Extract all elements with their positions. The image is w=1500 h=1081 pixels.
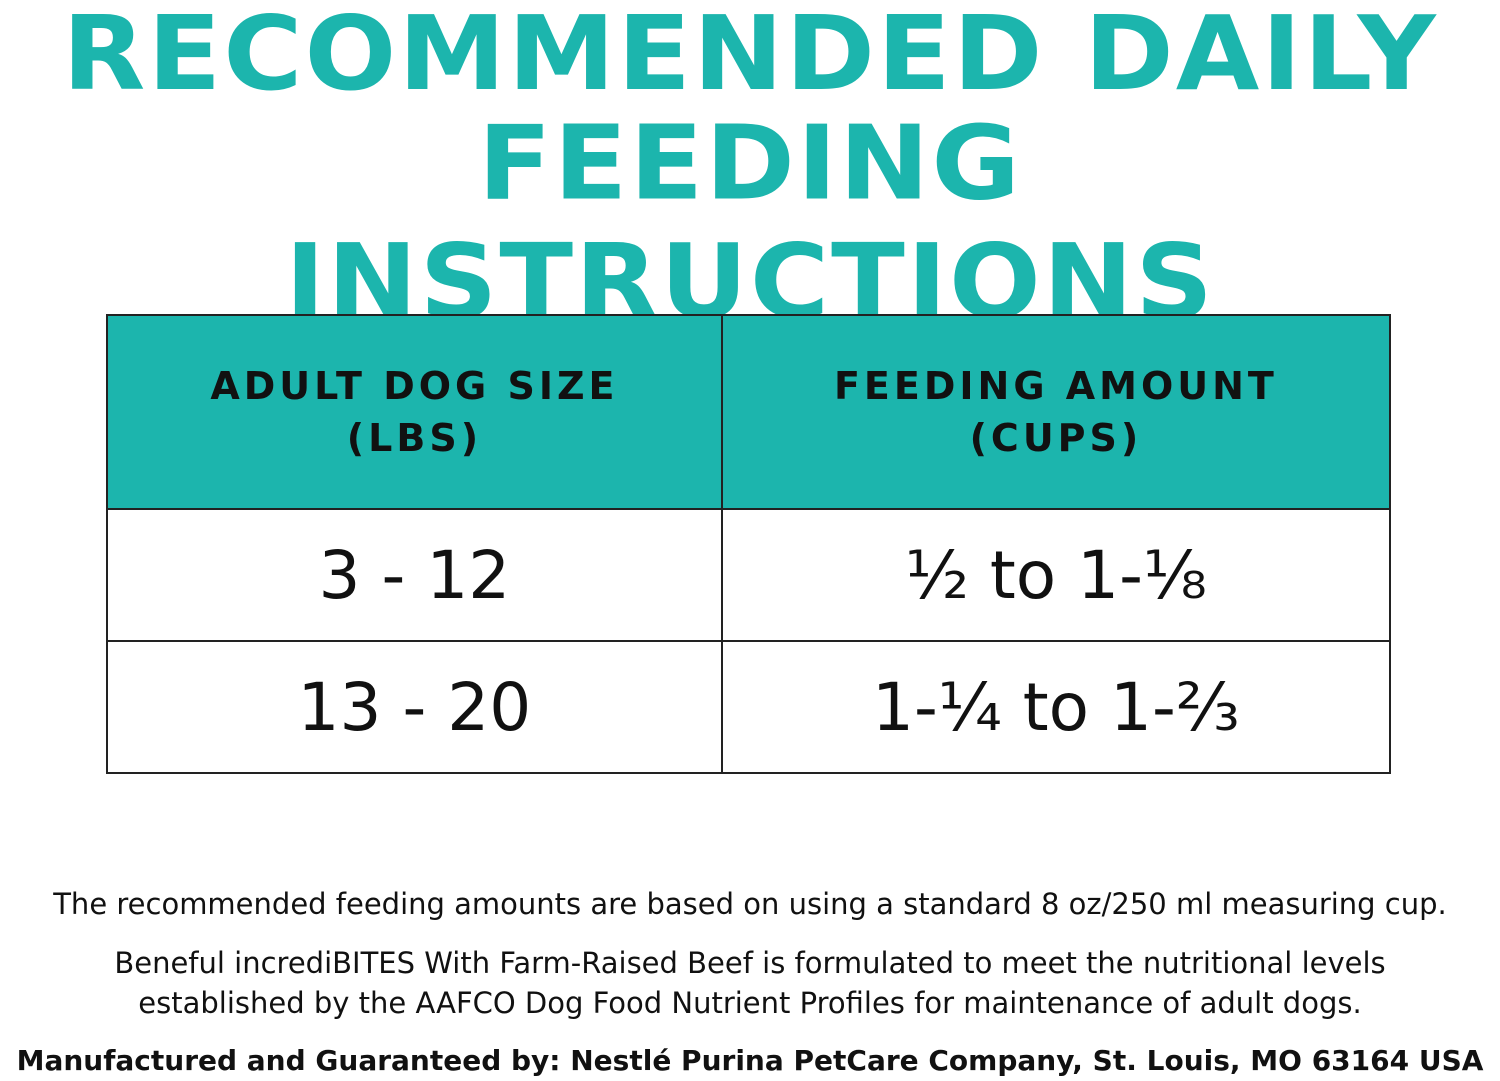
col-header-line: FEEDING AMOUNT xyxy=(833,364,1278,408)
col-header-line: (CUPS) xyxy=(969,416,1143,460)
note: established by the AAFCO Dog Food Nutrie… xyxy=(138,986,1362,1020)
title: FEEDING INSTRUCTIONS xyxy=(285,104,1215,342)
col-header-line: ADULT DOG SIZE xyxy=(210,364,619,408)
cell: ½ to 1-⅛ xyxy=(720,508,1392,642)
footer: Manufactured and Guaranteed by: Nestlé P… xyxy=(16,1044,1484,1077)
col-header: FEEDING AMOUNT (CUPS) xyxy=(720,314,1392,510)
col-header-line: (LBS) xyxy=(346,416,483,460)
note: The recommended feeding amounts are base… xyxy=(53,887,1447,921)
cell: 3 - 12 xyxy=(106,508,723,642)
feeding-table: ADULT DOG SIZE (LBS) FEEDING AMOUNT (CUPS)… xyxy=(106,314,1392,774)
note: Beneful incrediBITES With Farm-Raised Be… xyxy=(114,946,1386,980)
cell: 13 - 20 xyxy=(106,640,723,774)
title: RECOMMENDED DAILY xyxy=(62,0,1438,114)
cell: 1-¼ to 1-⅔ xyxy=(720,640,1392,774)
col-header: ADULT DOG SIZE (LBS) xyxy=(106,314,723,510)
